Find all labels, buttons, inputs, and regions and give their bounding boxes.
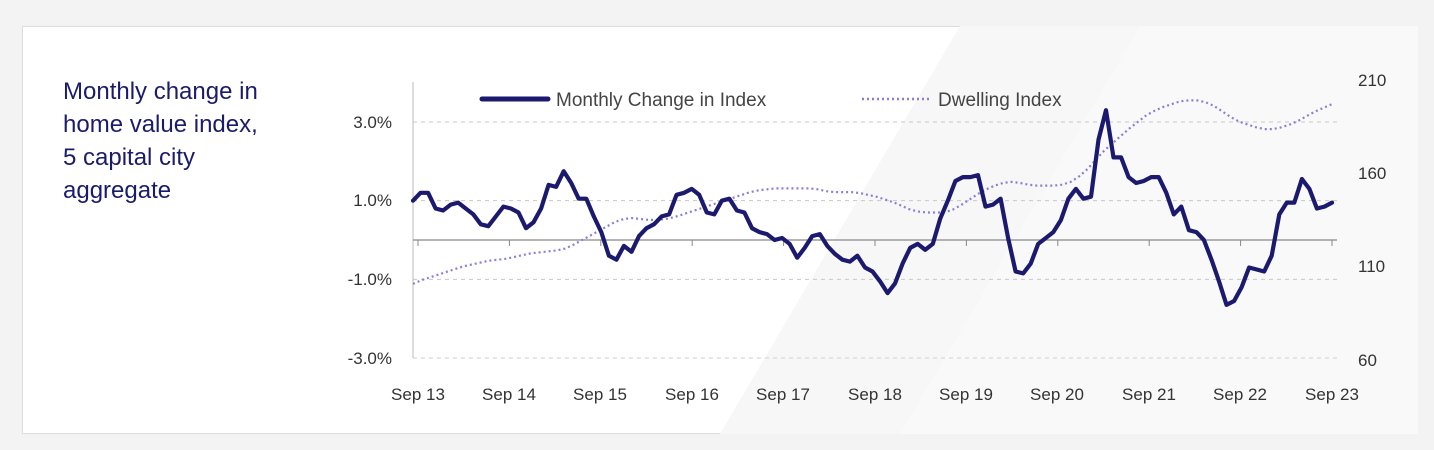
x-axis-label: Sep 14 xyxy=(482,385,536,404)
series-line-monthly-change xyxy=(410,108,1335,307)
right-axis-labels: 210 160 110 60 xyxy=(1358,71,1386,370)
x-axis-label: Sep 18 xyxy=(848,385,902,404)
chart-title-line-4: aggregate xyxy=(63,177,172,204)
chart-title-line-1: Monthly change in xyxy=(63,78,258,105)
x-axis-label: Sep 13 xyxy=(391,385,445,404)
right-axis-label: 160 xyxy=(1358,164,1386,183)
right-axis-label: 210 xyxy=(1358,71,1386,90)
left-axis-label: 1.0% xyxy=(353,191,392,210)
right-axis-label: 60 xyxy=(1358,351,1377,370)
legend: Monthly Change in Index Dwelling Index xyxy=(479,90,1062,111)
x-axis-label: Sep 21 xyxy=(1122,385,1176,404)
left-axis-label: 3.0% xyxy=(353,113,392,132)
series-line-dwelling-index xyxy=(412,99,1333,285)
legend-label-dwelling-index: Dwelling Index xyxy=(938,90,1062,111)
left-axis-labels: 3.0% 1.0% -1.0% -3.0% xyxy=(348,113,392,368)
x-axis-label: Sep 17 xyxy=(756,385,810,404)
chart-title-line-3: 5 capital city xyxy=(63,144,196,171)
chart-title: Monthly change in home value index, 5 ca… xyxy=(63,75,333,207)
x-axis-label: Sep 16 xyxy=(665,385,719,404)
x-axis-labels: Sep 13 Sep 14 Sep 15 Sep 16 Sep 17 Sep 1… xyxy=(391,385,1359,404)
left-axis-label: -1.0% xyxy=(348,270,392,289)
x-tick-marks xyxy=(417,240,1333,246)
x-axis-label: Sep 15 xyxy=(573,385,627,404)
right-axis-label: 110 xyxy=(1358,257,1385,276)
x-axis-label: Sep 23 xyxy=(1305,385,1359,404)
legend-label-monthly-change: Monthly Change in Index xyxy=(556,90,767,111)
chart-title-line-2: home value index, xyxy=(63,111,258,138)
x-axis-label: Sep 20 xyxy=(1030,385,1084,404)
grid-lines xyxy=(413,121,1337,359)
x-axis-label: Sep 19 xyxy=(939,385,993,404)
left-axis-label: -3.0% xyxy=(348,349,392,368)
x-axis-label: Sep 22 xyxy=(1213,385,1267,404)
